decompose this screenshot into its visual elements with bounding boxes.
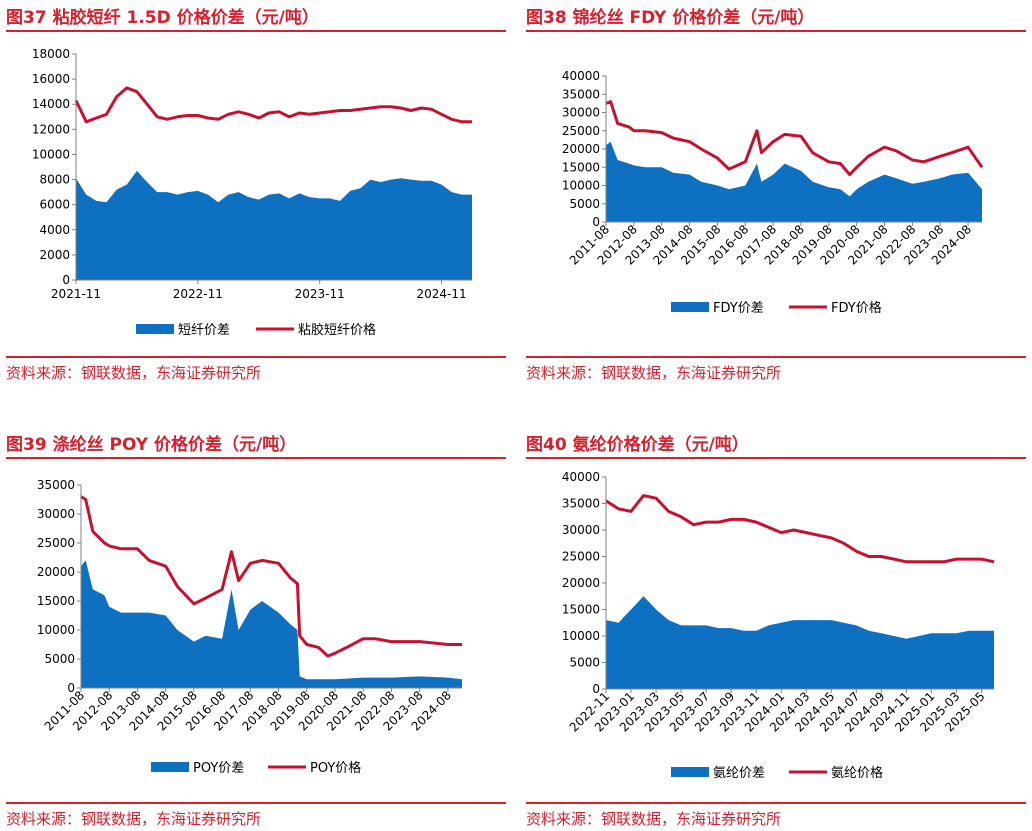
series-line-1 [74, 86, 472, 124]
source-note: 资料来源：钢联数据，东海证券研究所 [526, 364, 782, 382]
legend-label: POY价格 [310, 760, 361, 776]
y-tick-label: 10000 [562, 629, 600, 643]
y-tick-label: 25000 [562, 124, 600, 138]
legend-swatch-area [671, 767, 709, 777]
x-tick-label: 2023-11 [295, 287, 345, 301]
y-tick-label: 12000 [32, 122, 70, 136]
legend-label: FDY价格 [831, 300, 882, 316]
chart-title: 图39 涤纶丝 POY 价格价差（元/吨） [6, 435, 297, 455]
series-line-1 [605, 100, 984, 177]
y-tick-label: 35000 [562, 87, 600, 101]
y-tick-label: 30000 [562, 106, 600, 120]
y-tick-label: 30000 [37, 507, 75, 521]
y-tick-label: 35000 [562, 497, 600, 511]
y-tick-label: 5000 [569, 197, 600, 211]
y-tick-label: 16000 [32, 72, 70, 86]
y-tick-label: 2000 [39, 248, 70, 262]
chart-title: 图37 粘胶短纤 1.5D 价格价差（元/吨） [6, 8, 319, 28]
y-tick-label: 15000 [562, 603, 600, 617]
chart-svg: 0 2000 4000 6000 8000 10000 12000 14000 16000 180… [32, 47, 472, 338]
series-area-0 [81, 560, 462, 688]
chart-svg: 0 5000 10000 15000 20000 25000 30000 35000 40000… [562, 470, 995, 781]
legend-label: 粘胶短纤价格 [298, 322, 376, 338]
y-tick-label: 40000 [562, 470, 600, 484]
y-tick-label: 15000 [562, 160, 600, 174]
source-rule [526, 802, 1026, 804]
title-rule [526, 457, 1026, 459]
legend-label: 短纤价差 [178, 323, 230, 338]
chart-svg: 0 5000 10000 15000 20000 25000 30000 35000 40000… [562, 69, 984, 316]
y-tick-label: 20000 [562, 576, 600, 590]
y-tick-label: 6000 [39, 198, 70, 212]
y-tick-label: 0 [592, 215, 600, 229]
series-area-0 [606, 596, 994, 689]
y-tick-label: 35000 [37, 478, 75, 492]
source-rule [526, 356, 1026, 358]
chart-title: 图40 氨纶价格价差（元/吨） [526, 435, 749, 455]
series-line-1 [605, 494, 995, 564]
series-area-0 [606, 141, 982, 222]
series-line-1 [80, 495, 462, 658]
chart-title: 图38 锦纶丝 FDY 价格价差（元/吨） [526, 8, 815, 28]
x-tick-label: 2024-11 [416, 287, 466, 301]
panel-fig37: 图37 粘胶短纤 1.5D 价格价差（元/吨） 0 2000 4000 6000 800… [6, 0, 506, 400]
x-tick-label: 2022-11 [173, 287, 223, 301]
y-tick-label: 25000 [562, 550, 600, 564]
y-tick-label: 5000 [569, 656, 600, 670]
legend-label: 氨纶价差 [713, 766, 765, 781]
series-area-0 [76, 170, 472, 280]
y-tick-label: 10000 [32, 147, 70, 161]
x-tick-label: 2021-11 [51, 287, 101, 301]
title-rule [6, 457, 506, 459]
y-tick-label: 15000 [37, 594, 75, 608]
source-note: 资料来源：钢联数据，东海证券研究所 [526, 810, 782, 828]
legend-label: POY价差 [193, 761, 244, 776]
legend-label: FDY价差 [713, 301, 764, 316]
title-rule [6, 30, 506, 32]
y-tick-label: 5000 [44, 652, 75, 666]
panel-fig40: 图40 氨纶价格价差（元/吨） 0 5000 10000 15000 20000 2500… [526, 428, 1026, 831]
y-tick-label: 20000 [562, 142, 600, 156]
chart-svg: 050001000015000200002500030000350002011-… [37, 478, 462, 776]
y-tick-label: 30000 [562, 523, 600, 537]
y-tick-label: 0 [592, 682, 600, 696]
y-tick-label: 18000 [32, 47, 70, 61]
y-tick-label: 14000 [32, 97, 70, 111]
y-tick-label: 0 [62, 273, 70, 287]
y-tick-label: 8000 [39, 173, 70, 187]
y-tick-label: 0 [67, 681, 75, 695]
legend-swatch-area [671, 302, 709, 312]
y-tick-label: 10000 [562, 179, 600, 193]
legend-label: 氨纶价格 [831, 765, 883, 781]
source-rule [6, 802, 506, 804]
source-note: 资料来源：钢联数据，东海证券研究所 [6, 364, 262, 382]
panel-fig38: 图38 锦纶丝 FDY 价格价差（元/吨） 0 5000 10000 15000 200… [526, 0, 1026, 400]
legend-swatch-area [151, 762, 189, 772]
y-tick-label: 40000 [562, 69, 600, 83]
y-tick-label: 20000 [37, 565, 75, 579]
panel-fig39: 图39 涤纶丝 POY 价格价差（元/吨） 0 5000 10000 15000 200… [6, 428, 506, 831]
y-tick-label: 25000 [37, 536, 75, 550]
source-rule [6, 356, 506, 358]
title-rule [526, 30, 1026, 32]
legend-swatch-area [136, 324, 174, 334]
source-note: 资料来源：钢联数据，东海证券研究所 [6, 810, 262, 828]
y-tick-label: 4000 [39, 223, 70, 237]
y-tick-label: 10000 [37, 623, 75, 637]
